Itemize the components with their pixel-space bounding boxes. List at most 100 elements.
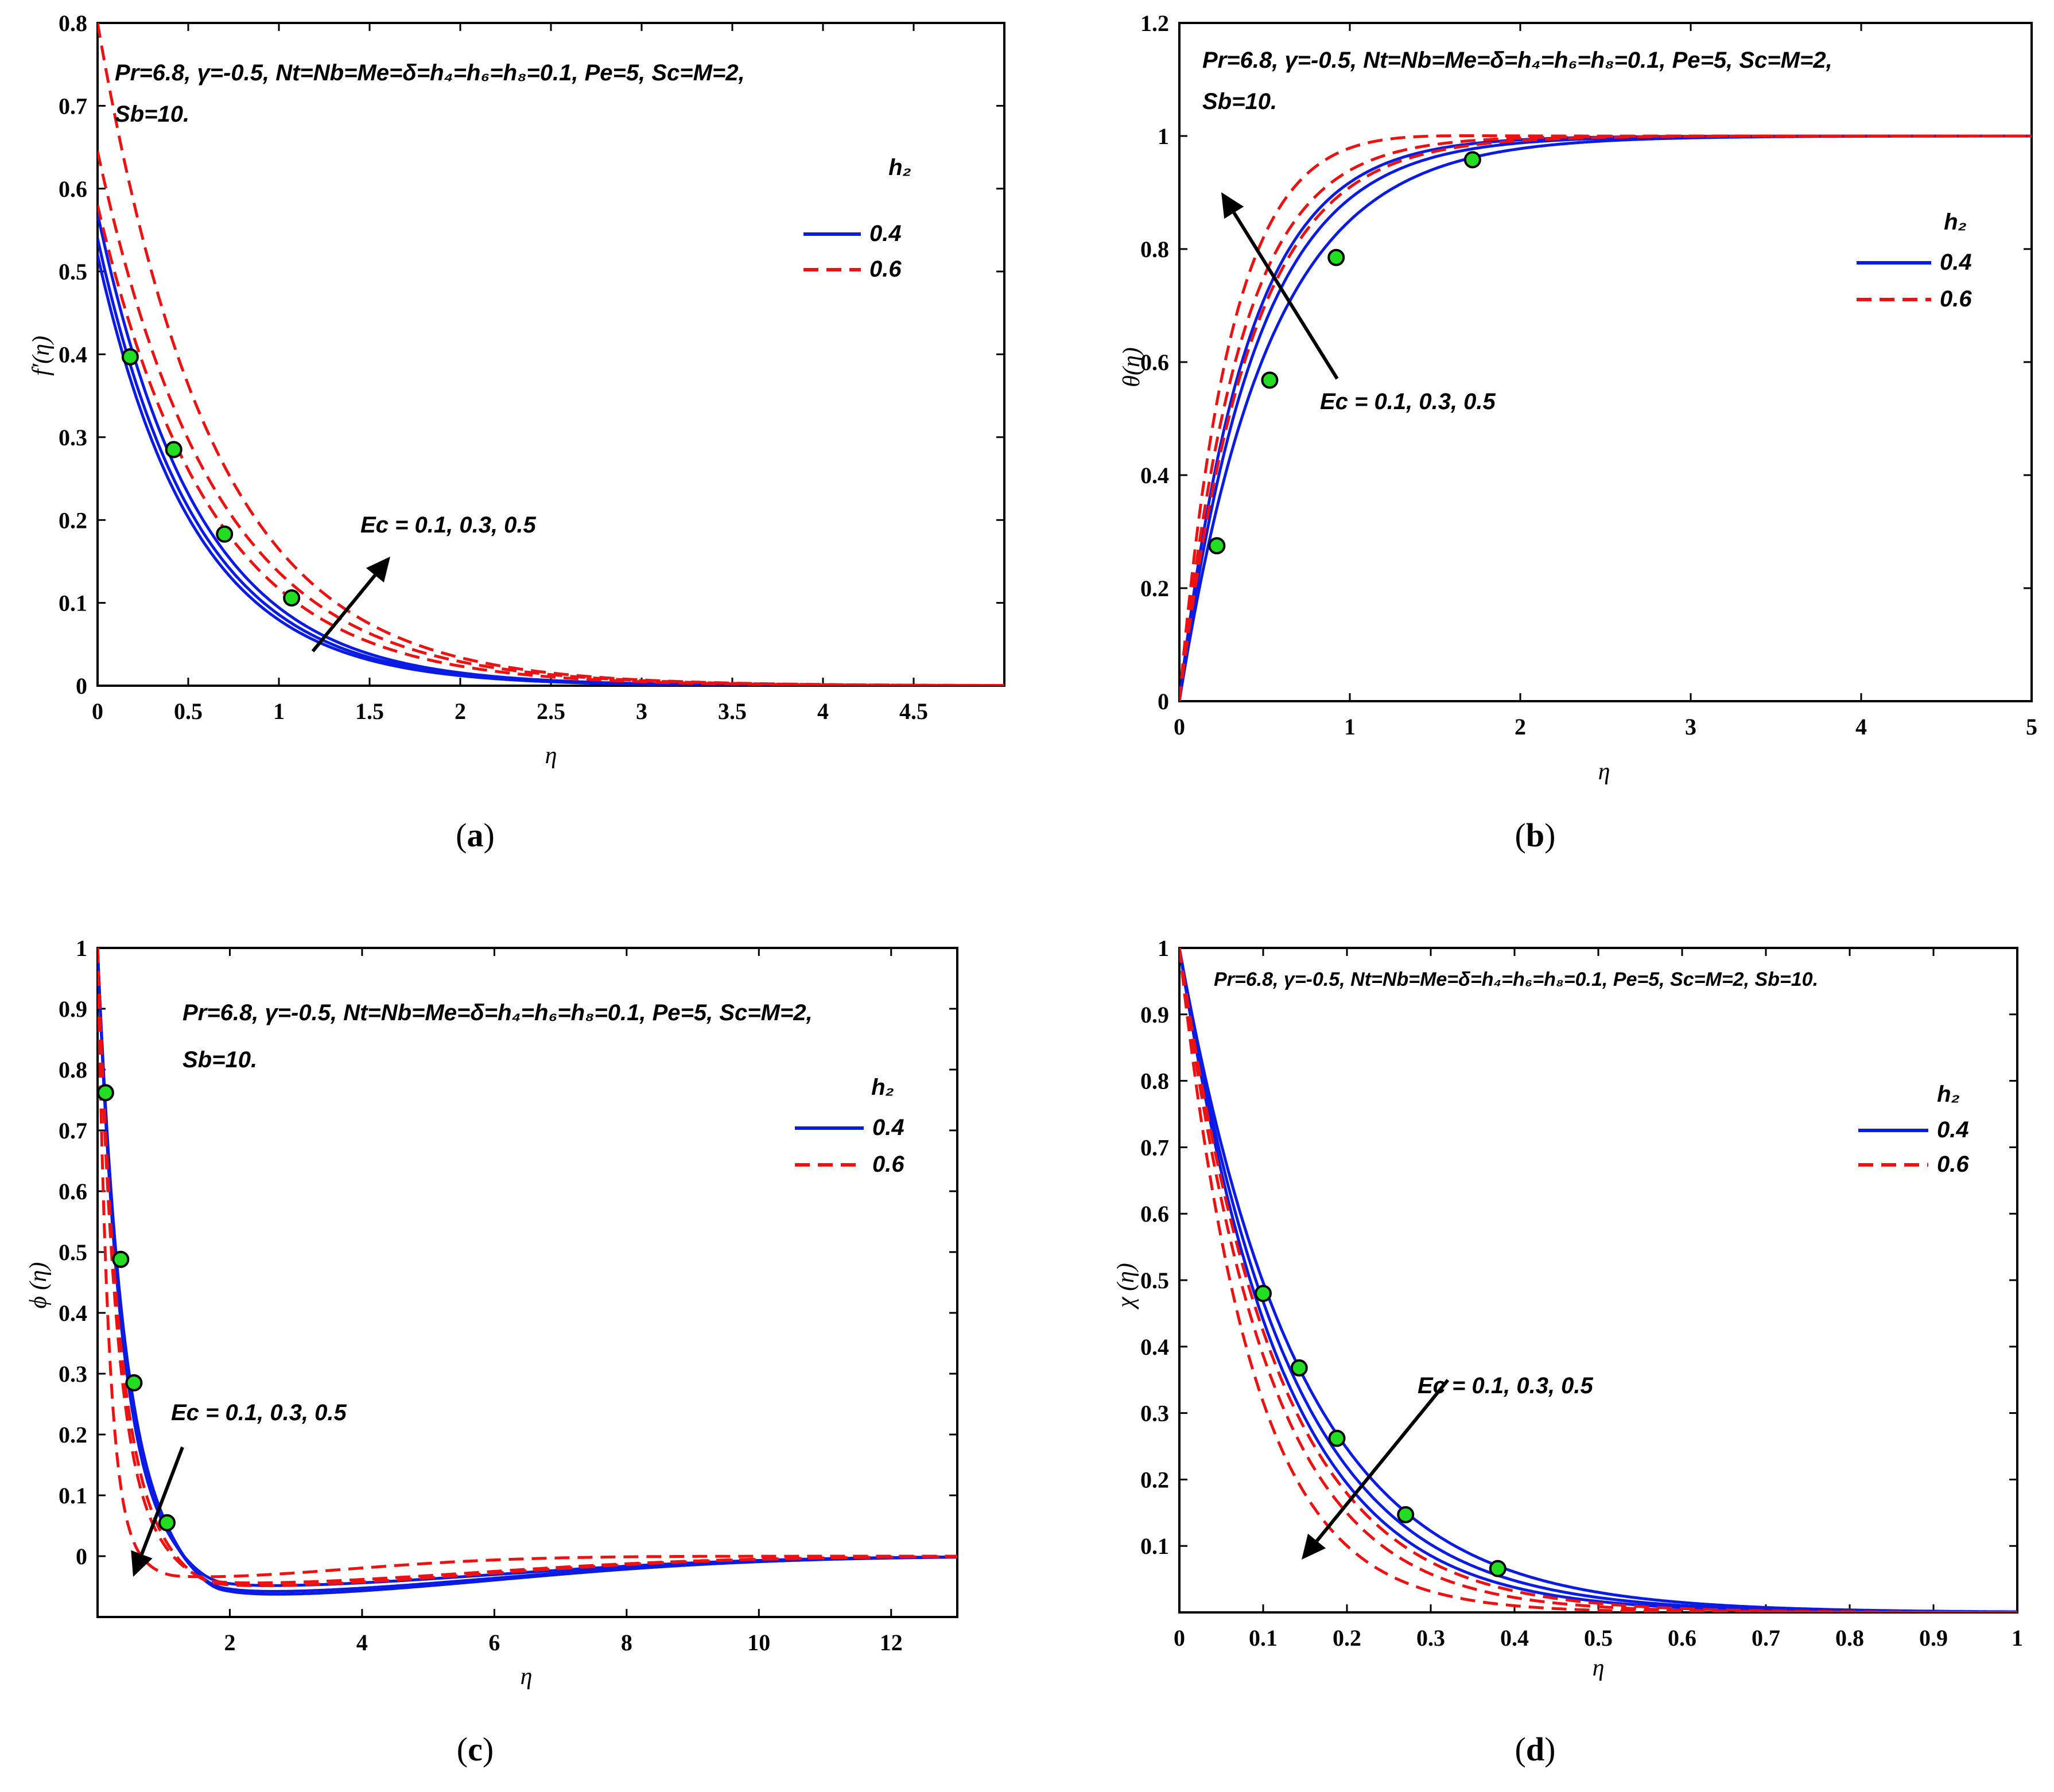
y-tick-label: 1	[1158, 935, 1169, 961]
x-tick-label: 4	[356, 1630, 368, 1655]
y-tick-label: 0.7	[1140, 1134, 1169, 1160]
x-axis-label: η	[1598, 759, 1610, 785]
y-tick-label: 0.4	[1140, 462, 1169, 488]
x-tick-label: 2.5	[537, 698, 565, 724]
y-tick-label: 0.2	[1140, 1467, 1169, 1492]
legend-title: h₂	[871, 1075, 894, 1100]
series-line-h2-0.4-2	[98, 948, 957, 1593]
parameter-text: Pr=6.8, γ=-0.5, Nt=Nb=Me=δ=h₄=h₆=h₈=0.1,…	[183, 1000, 813, 1025]
ec-arrow	[1315, 1379, 1450, 1542]
series-line-h2-0.6-3	[1179, 134, 2032, 701]
panel-b: 0 1 2 3 4 5 0 0.2 0.4 0.6 0.8 1 1.2 η θ(η) Pr=6.8, γ=-0…	[1119, 10, 2037, 854]
y-tick-label: 0.3	[1140, 1401, 1169, 1426]
y-tick-label: 0.9	[59, 996, 87, 1022]
x-tick-label: 6	[488, 1630, 500, 1655]
parameter-text: Pr=6.8, γ=-0.5, Nt=Nb=Me=δ=h₄=h₆=h₈=0.1,…	[1202, 48, 1832, 73]
series-group	[98, 23, 1004, 686]
y-tick-label: 0.1	[59, 590, 87, 616]
legend-entry: 0.6	[869, 256, 902, 282]
x-tick-label: 0.4	[1500, 1625, 1529, 1651]
panel-caption: (b)	[1515, 817, 1556, 854]
panel-a: 0 0.5 1 1.5 2 2.5 3 3.5 4 4.5 0 0.1 0.2 0.3 0.4 0.5 0.6 0…	[28, 10, 1005, 854]
x-tick-label: 0	[1174, 1625, 1185, 1651]
parameter-text: Sb=10.	[183, 1047, 257, 1072]
plot-frame	[96, 947, 958, 1618]
series-line-h2-0.6-3	[98, 948, 957, 1579]
legend-title: h₂	[1944, 209, 1967, 235]
y-tick-label: 0.7	[59, 1118, 87, 1144]
data-marker	[1290, 1359, 1308, 1377]
legend-entry: 0.4	[869, 221, 902, 246]
series-line-h2-0.6-2	[98, 948, 957, 1585]
y-tick-label: 0.7	[59, 93, 87, 119]
y-tick-label: 0.5	[59, 1239, 87, 1265]
series-line-h2-0.6-3	[1179, 948, 2017, 1612]
x-tick-label: 2	[224, 1630, 235, 1655]
x-tick-label: 4	[1855, 714, 1867, 740]
y-axis-label: f′(η)	[28, 336, 55, 376]
series-line-h2-0.6-1	[98, 948, 957, 1587]
y-tick-label: 0.3	[59, 425, 87, 450]
series-line-h2-0.6-1	[98, 205, 1004, 686]
x-tick-label: 4.5	[899, 698, 928, 724]
series-line-h2-0.4-3	[1179, 134, 2032, 701]
y-tick-label: 0.6	[59, 176, 87, 202]
data-marker	[1463, 151, 1481, 169]
data-marker	[121, 348, 139, 366]
x-tick-label: 0	[92, 698, 103, 724]
x-tick-label: 0.9	[1919, 1625, 1948, 1651]
ec-arrow	[311, 574, 376, 652]
legend-title: h₂	[1937, 1082, 1960, 1107]
parameter-text: Sb=10.	[1202, 89, 1277, 114]
y-tick-label: 0.5	[59, 259, 87, 285]
series-line-h2-0.4-1	[1179, 948, 2017, 1612]
data-marker	[1208, 537, 1226, 555]
y-tick-label: 0.2	[59, 507, 87, 533]
data-marker	[1327, 248, 1345, 266]
legend-entry: 0.4	[872, 1115, 904, 1140]
series-line-h2-0.4-3	[98, 948, 957, 1587]
x-tick-label: 1	[273, 698, 285, 724]
panel-c: 2 4 6 8 10 12 0 0.1 0.2 0.3 0.4 0.5 0.6 0.7 0.8 0.9 1 η ϕ …	[25, 935, 958, 1768]
x-tick-label: 0	[1174, 714, 1185, 740]
legend-entry: 0.6	[1940, 286, 1972, 312]
ec-arrow	[1232, 212, 1339, 380]
x-axis-label: η	[545, 743, 557, 769]
data-marker	[1397, 1506, 1415, 1523]
y-tick-label: 0	[76, 1544, 87, 1569]
x-tick-label: 8	[621, 1630, 632, 1655]
data-marker	[96, 1084, 114, 1102]
y-tick-label: 0.6	[59, 1179, 87, 1204]
y-tick-label: 1.2	[1140, 10, 1169, 36]
data-marker	[216, 525, 234, 543]
y-tick-label: 0.6	[1140, 1201, 1169, 1227]
y-tick-label: 0.8	[59, 10, 87, 36]
ec-arrow-head	[131, 1550, 153, 1577]
y-tick-label: 0.1	[59, 1483, 87, 1509]
plot-frame	[1178, 22, 2033, 702]
x-tick-label: 2	[455, 698, 466, 724]
plot-frame	[1178, 947, 2018, 1614]
ec-arrow-head	[1221, 192, 1244, 219]
x-tick-label: 4	[817, 698, 829, 724]
y-tick-label: 1	[1158, 123, 1169, 149]
series-line-h2-0.4-3	[98, 213, 1004, 686]
series-line-h2-0.4-2	[98, 238, 1004, 686]
x-tick-label: 3.5	[718, 698, 747, 724]
data-marker	[1255, 1285, 1272, 1303]
x-tick-label: 1.5	[355, 698, 384, 724]
series-group	[98, 948, 957, 1596]
x-tick-label: 2	[1515, 714, 1526, 740]
y-tick-label: 0.9	[1140, 1002, 1169, 1028]
x-tick-label: 0.2	[1333, 1625, 1361, 1651]
y-tick-label: 0.4	[59, 1300, 87, 1326]
x-tick-label: 0.3	[1416, 1625, 1445, 1651]
series-group	[1179, 134, 2032, 701]
x-tick-label: 3	[636, 698, 647, 724]
ec-arrow-label: Ec = 0.1, 0.3, 0.5	[1320, 389, 1496, 414]
y-axis-label: θ(η)	[1119, 347, 1145, 387]
y-tick-label: 0.3	[59, 1361, 87, 1387]
ec-arrow-label: Ec = 0.1, 0.3, 0.5	[360, 512, 537, 538]
series-line-h2-0.4-1	[98, 948, 957, 1596]
legend-entry: 0.4	[1940, 250, 1972, 275]
